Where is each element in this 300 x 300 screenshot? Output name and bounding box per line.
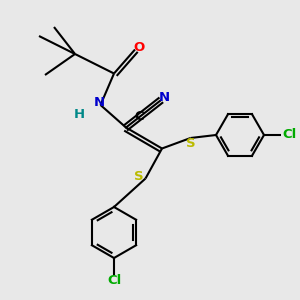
Text: S: S <box>134 170 144 184</box>
Text: O: O <box>133 40 144 54</box>
Text: N: N <box>93 96 105 109</box>
Text: C: C <box>134 110 144 124</box>
Text: H: H <box>74 107 85 121</box>
Text: Cl: Cl <box>282 128 297 142</box>
Text: S: S <box>186 137 196 150</box>
Text: N: N <box>158 91 170 104</box>
Text: Cl: Cl <box>107 274 121 287</box>
